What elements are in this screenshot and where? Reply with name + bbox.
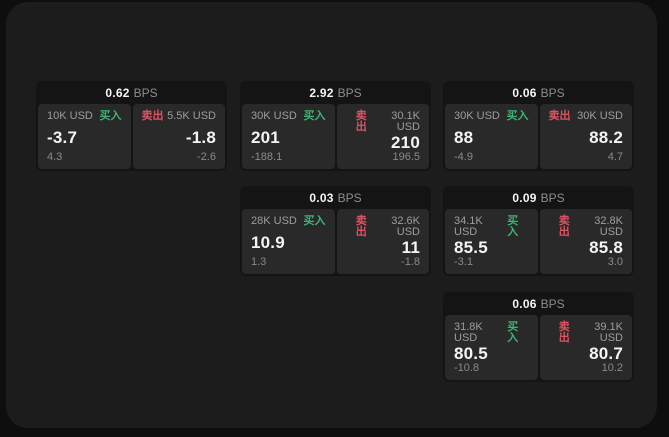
buy-sub-value: 4.3 <box>47 151 63 163</box>
bps-header: 0.62 BPS <box>38 81 225 104</box>
buy-tag: 买入 <box>99 110 122 122</box>
sell-quote-button[interactable]: 卖出 30.1K USD 210 196.5 <box>336 104 429 169</box>
sell-quote-button[interactable]: 卖出 30K USD 88.2 4.7 <box>539 104 632 169</box>
buy-amount: 28K USD <box>251 215 297 227</box>
sell-quote-button[interactable]: 卖出 39.1K USD 80.7 10.2 <box>539 315 632 380</box>
sell-amount: 30.1K USD <box>391 110 420 133</box>
buy-price: -3.7 <box>47 127 78 147</box>
sell-tag: 卖出 <box>141 110 164 122</box>
bps-value: 0.06 <box>512 296 537 311</box>
bps-unit-label: BPS <box>540 190 565 205</box>
buy-sub-value: 1.3 <box>251 256 267 268</box>
buy-tag: 买入 <box>507 215 519 238</box>
buy-tag: 买入 <box>507 321 519 344</box>
sell-amount: 30K USD <box>577 110 623 122</box>
buy-quote-button[interactable]: 30K USD 买入 88 -4.9 <box>445 104 538 169</box>
quote-card: 0.06 BPS 30K USD 买入 88 -4.9 卖出 30K USD 8… <box>443 81 634 171</box>
buy-price: 80.5 <box>454 344 488 363</box>
buy-amount: 30K USD <box>454 110 500 122</box>
quote-card: 0.06 BPS 31.8K USD 买入 80.5 -10.8 卖出 39.1… <box>443 292 634 382</box>
buy-quote-button[interactable]: 31.8K USD 买入 80.5 -10.8 <box>445 315 538 380</box>
sell-quote-button[interactable]: 卖出 32.6K USD 11 -1.8 <box>336 209 429 274</box>
buy-sub-value: -188.1 <box>251 151 283 163</box>
buy-amount: 10K USD <box>47 110 93 122</box>
buy-tag: 买入 <box>303 215 326 227</box>
bps-value: 0.06 <box>512 85 537 100</box>
buy-price: 88 <box>454 127 474 147</box>
sell-tag: 卖出 <box>355 215 367 238</box>
buy-amount: 34.1K USD <box>454 215 483 238</box>
sell-sub-value: -1.8 <box>401 256 420 268</box>
quote-card: 0.62 BPS 10K USD 买入 -3.7 4.3 卖出 5.5K USD… <box>36 81 227 171</box>
buy-price: 10.9 <box>251 232 285 252</box>
bps-header: 0.03 BPS <box>242 186 429 209</box>
sell-tag: 卖出 <box>548 110 571 122</box>
bps-unit-label: BPS <box>540 85 565 100</box>
buy-tag: 买入 <box>303 110 326 122</box>
buy-quote-button[interactable]: 28K USD 买入 10.9 1.3 <box>242 209 335 274</box>
quote-card: 0.03 BPS 28K USD 买入 10.9 1.3 卖出 32.6K US… <box>240 186 431 276</box>
quote-card: 2.92 BPS 30K USD 买入 201 -188.1 卖出 30.1K … <box>240 81 431 171</box>
buy-quote-button[interactable]: 30K USD 买入 201 -188.1 <box>242 104 335 169</box>
bps-header: 0.06 BPS <box>445 292 632 315</box>
sell-quote-button[interactable]: 卖出 5.5K USD -1.8 -2.6 <box>132 104 225 169</box>
buy-amount: 30K USD <box>251 110 297 122</box>
quotes-panel: 0.62 BPS 10K USD 买入 -3.7 4.3 卖出 5.5K USD… <box>6 2 657 428</box>
quote-card: 0.09 BPS 34.1K USD 买入 85.5 -3.1 卖出 32.8K… <box>443 186 634 276</box>
bps-unit-label: BPS <box>540 296 565 311</box>
sell-price: 80.7 <box>589 344 623 363</box>
sell-tag: 卖出 <box>355 110 367 133</box>
buy-sub-value: -4.9 <box>454 151 473 163</box>
sell-tag: 卖出 <box>558 321 570 344</box>
bps-unit-label: BPS <box>133 85 158 100</box>
sell-quote-button[interactable]: 卖出 32.8K USD 85.8 3.0 <box>539 209 632 274</box>
sell-amount: 32.8K USD <box>594 215 623 238</box>
buy-tag: 买入 <box>506 110 529 122</box>
sell-amount: 39.1K USD <box>594 321 623 344</box>
sell-amount: 5.5K USD <box>167 110 216 122</box>
sell-sub-value: 10.2 <box>601 362 623 374</box>
sell-price: 210 <box>391 133 420 152</box>
sell-sub-value: 3.0 <box>607 256 623 268</box>
bps-value: 0.09 <box>512 190 537 205</box>
buy-price: 85.5 <box>454 238 488 257</box>
buy-sub-value: -10.8 <box>454 362 480 374</box>
sell-amount: 32.6K USD <box>391 215 420 238</box>
bps-header: 0.06 BPS <box>445 81 632 104</box>
bps-header: 2.92 BPS <box>242 81 429 104</box>
buy-quote-button[interactable]: 10K USD 买入 -3.7 4.3 <box>38 104 131 169</box>
bps-unit-label: BPS <box>337 85 362 100</box>
sell-sub-value: -2.6 <box>197 151 216 163</box>
buy-quote-button[interactable]: 34.1K USD 买入 85.5 -3.1 <box>445 209 538 274</box>
sell-price: 11 <box>401 238 420 257</box>
bps-header: 0.09 BPS <box>445 186 632 209</box>
bps-unit-label: BPS <box>337 190 362 205</box>
bps-value: 0.03 <box>309 190 334 205</box>
bps-value: 2.92 <box>309 85 334 100</box>
sell-sub-value: 196.5 <box>392 151 420 163</box>
bps-value: 0.62 <box>105 85 130 100</box>
sell-tag: 卖出 <box>558 215 570 238</box>
sell-price: 88.2 <box>589 127 623 147</box>
sell-price: 85.8 <box>589 238 623 257</box>
buy-sub-value: -3.1 <box>454 256 473 268</box>
sell-sub-value: 4.7 <box>607 151 623 163</box>
buy-amount: 31.8K USD <box>454 321 483 344</box>
buy-price: 201 <box>251 127 280 147</box>
sell-price: -1.8 <box>185 127 216 147</box>
